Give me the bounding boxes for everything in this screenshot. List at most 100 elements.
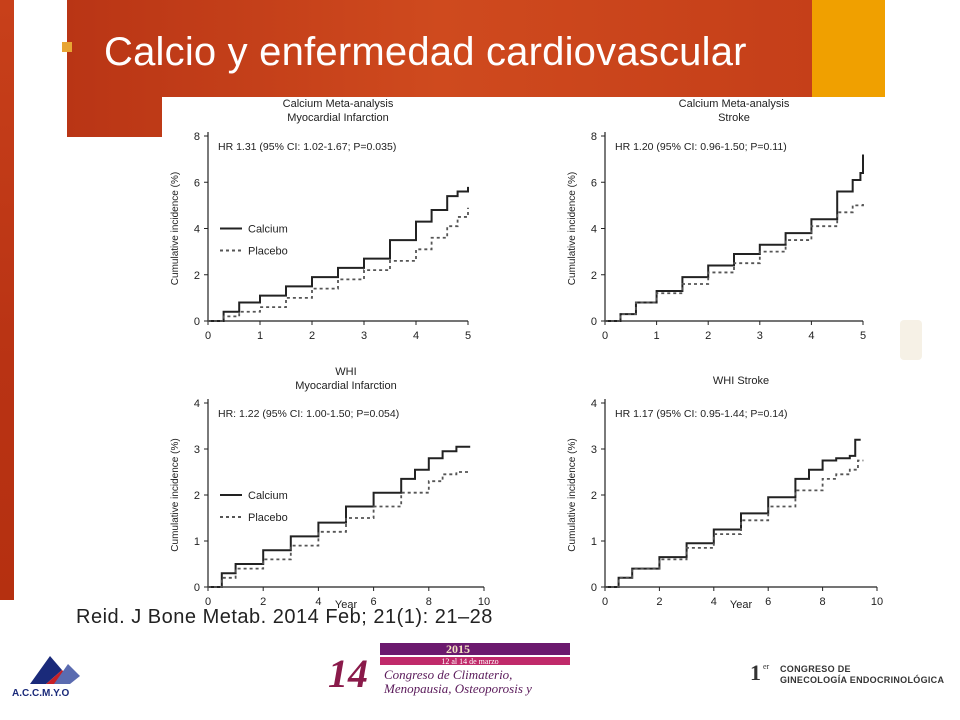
hazard-ratio-annotation: HR 1.20 (95% CI: 0.96-1.50; P=0.11) [615,141,787,153]
hazard-ratio-annotation: HR 1.31 (95% CI: 1.02-1.67; P=0.035) [218,141,396,153]
chart-meta-mi: Calcium Meta-analysis Myocardial Infarcti… [170,98,471,342]
x-tick-label: 2 [260,596,266,608]
x-tick-label: 4 [711,596,717,608]
x-tick-label: 5 [860,330,866,342]
y-tick-label: 1 [591,536,597,548]
accmyo-mark-icon: A.C.C.M.Y.O [12,656,80,699]
x-tick-label: 4 [808,330,814,342]
chart-panel-whi-mi: WHI Myocardial Infarction 0 1 2 3 4 0 2 4 6 8 10 Cumu… [162,365,502,637]
title-bullet [62,42,72,52]
y-tick-label: 2 [194,270,200,282]
y-tick-label: 6 [194,177,200,189]
chart-panel-whi-stroke: WHI Stroke 0 1 2 3 4 0 2 4 6 8 10 Cumulative inciden… [553,365,893,637]
citation: Reid. J Bone Metab. 2014 Feb; 21(1): 21–… [76,606,493,628]
left-accent-bar [0,0,14,600]
x-tick-label: 10 [871,596,883,608]
ginecologia-number: 1 [750,660,761,685]
series-line-calcium [208,186,469,322]
hazard-ratio-annotation: HR 1.17 (95% CI: 0.95-1.44; P=0.14) [615,408,787,420]
y-axis-label: Cumulative incidence (%) [567,438,578,551]
series-line-calcium [605,154,864,322]
x-tick-label: 0 [602,596,608,608]
series-line-placebo [605,459,864,588]
x-tick-label: 3 [757,330,763,342]
x-tick-label: 1 [257,330,263,342]
chart-panel-meta-stroke: Calcium Meta-analysis Stroke 0 2 4 6 8 0 1 2 3 4 5 Cu… [553,97,883,359]
x-tick-label: 4 [413,330,419,342]
accmyo-logo: A.C.C.M.Y.O [10,648,120,708]
charts-area [162,97,900,637]
y-tick-label: 4 [591,398,597,410]
chart-subtitle: Stroke [718,112,750,124]
chart-subtitle: Myocardial Infarction [287,112,389,124]
y-axis-label: Cumulative incidence (%) [170,172,181,285]
chart-meta-stroke: Calcium Meta-analysis Stroke 0 2 4 6 8 0 1 2 3 4 5 Cu… [567,98,866,342]
chart-title: WHI [335,366,356,378]
y-tick-label: 0 [194,582,200,594]
ginecologia-logo: 1 er CONGRESO DE GINECOLOGÍA ENDOCRINOLÓ… [750,660,950,690]
legend-label-calcium: Calcium [248,490,288,502]
y-tick-label: 4 [194,398,200,410]
series-line-placebo [208,471,471,588]
y-tick-label: 1 [194,536,200,548]
y-tick-label: 4 [194,224,200,236]
congress-logo-art: 2015 12 al 14 de marzo 14 Congreso de Cl… [328,642,570,696]
congress-number: 14 [328,651,368,696]
x-tick-label: 8 [820,596,826,608]
x-tick-label: 4 [315,596,321,608]
x-tick-label: 6 [371,596,377,608]
legend-label-placebo: Placebo [248,246,288,258]
x-tick-label: 6 [765,596,771,608]
x-tick-label: 0 [205,596,211,608]
x-tick-label: 0 [205,330,211,342]
chart-title: WHI Stroke [713,375,769,387]
x-tick-label: 3 [361,330,367,342]
y-axis-label: Cumulative incidence (%) [170,438,181,551]
series-line-placebo [208,207,469,322]
y-tick-label: 8 [194,131,200,143]
x-tick-label: 2 [656,596,662,608]
x-axis-label: Year [335,599,358,611]
y-tick-label: 8 [591,131,597,143]
chart-title: Calcium Meta-analysis [679,98,790,110]
series-line-calcium [605,438,861,588]
x-tick-label: 2 [309,330,315,342]
x-tick-label: 5 [465,330,471,342]
x-tick-label: 1 [654,330,660,342]
y-tick-label: 3 [194,444,200,456]
x-tick-label: 0 [602,330,608,342]
hazard-ratio-annotation: HR: 1.22 (95% CI: 1.00-1.50; P=0.054) [218,408,399,420]
y-tick-label: 3 [591,444,597,456]
y-tick-label: 2 [591,490,597,502]
y-tick-label: 0 [194,316,200,328]
congress-line2: Menopausia, Osteoporosis y [383,681,532,696]
y-tick-label: 0 [591,582,597,594]
chart-whi-mi: WHI Myocardial Infarction 0 1 2 3 4 0 2 4 6 8 10 Cumu… [170,366,490,611]
chart-subtitle: Myocardial Infarction [295,380,397,392]
y-axis-label: Cumulative incidence (%) [567,172,578,285]
chart-whi-stroke: WHI Stroke 0 1 2 3 4 0 2 4 6 8 10 Cumulative inciden… [567,375,883,611]
chart-title: Calcium Meta-analysis [283,98,394,110]
ginecologia-line2: GINECOLOGÍA ENDOCRINOLÓGICA [780,675,945,685]
legend-label-calcium: Calcium [248,224,288,236]
series-line-placebo [605,203,864,322]
x-tick-label: 10 [478,596,490,608]
congress-dates: 12 al 14 de marzo [441,657,498,666]
slide-title: Calcio y enfermedad cardiovascular [104,30,747,74]
legend-label-placebo: Placebo [248,512,288,524]
y-tick-label: 0 [591,316,597,328]
x-axis-label: Year [730,599,753,611]
title-accent-block [812,0,885,100]
ginecologia-line1: CONGRESO DE [780,664,851,674]
x-tick-label: 8 [426,596,432,608]
y-tick-label: 2 [591,270,597,282]
y-tick-label: 4 [591,224,597,236]
ginecologia-superscript: er [763,662,770,671]
chart-panel-meta-mi: Calcium Meta-analysis Myocardial Infarcti… [162,97,472,359]
accmyo-text: A.C.C.M.Y.O [12,688,69,699]
congress-logo: 2015 12 al 14 de marzo 14 Congreso de Cl… [320,637,580,717]
y-tick-label: 2 [194,490,200,502]
y-tick-label: 6 [591,177,597,189]
x-tick-label: 2 [705,330,711,342]
